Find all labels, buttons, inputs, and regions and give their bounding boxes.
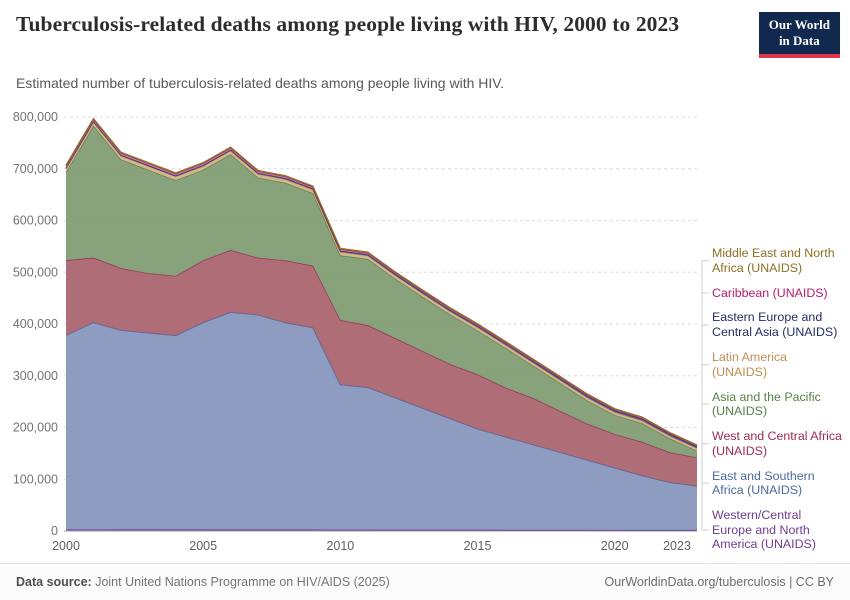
y-axis-tick-label: 800,000	[13, 110, 58, 124]
x-axis-tick-label: 2015	[464, 539, 492, 553]
area-series[interactable]	[66, 122, 697, 451]
legend-connector-anchor	[698, 530, 702, 531]
area-series[interactable]	[66, 312, 697, 531]
owid-logo-line2: in Data	[778, 33, 820, 49]
area-series[interactable]	[66, 250, 697, 487]
legend-item[interactable]: Caribbean (UNAIDS)	[712, 285, 828, 300]
legend-item[interactable]: Eastern Europe and Central Asia (UNAIDS)	[712, 310, 838, 340]
owid-logo[interactable]: Our World in Data	[758, 12, 840, 58]
y-axis-tick-label: 700,000	[13, 162, 58, 176]
area-series[interactable]	[66, 125, 697, 458]
legend-item[interactable]: Western/Central Europe and North America…	[712, 508, 816, 552]
y-axis-tick-label: 0	[51, 524, 58, 538]
area-series-edge	[65, 249, 698, 459]
y-axis-tick-label: 500,000	[13, 265, 58, 279]
x-axis-tick-label: 2000	[52, 539, 80, 553]
data-source-label: Data source:	[16, 575, 92, 589]
x-axis-tick-label: 2020	[601, 539, 629, 553]
x-axis-tick-label: 2023	[663, 539, 691, 553]
y-axis-tick-label: 100,000	[13, 472, 58, 486]
chart-legend: Middle East and North Africa (UNAIDS) Car…	[712, 246, 844, 552]
y-axis-tick-label: 600,000	[13, 214, 58, 228]
data-source-note: Data source: Joint United Nations Progra…	[16, 575, 390, 589]
owid-logo-line1: Our World	[768, 17, 830, 32]
legend-item[interactable]: Middle East and North Africa (UNAIDS)	[712, 246, 835, 275]
page-title: Tuberculosis-related deaths among people…	[16, 12, 680, 36]
area-series-edge	[65, 117, 698, 446]
chart-subtitle: Estimated number of tuberculosis-related…	[16, 75, 505, 91]
owid-link[interactable]: OurWorldinData.org/tuberculosis | CC BY	[604, 575, 835, 589]
legend-item[interactable]: Latin America (UNAIDS)	[712, 349, 788, 379]
x-axis-tick-label: 2005	[189, 539, 217, 553]
legend-item[interactable]: East and Southern Africa (UNAIDS)	[712, 468, 815, 498]
legend-item[interactable]: Asia and the Pacific (UNAIDS)	[712, 389, 821, 419]
area-series[interactable]	[66, 119, 697, 447]
chart-footer: Data source: Joint United Nations Progra…	[0, 563, 850, 600]
legend-item[interactable]: West and Central Africa (UNAIDS)	[712, 429, 842, 458]
data-source-text: Joint United Nations Programme on HIV/AI…	[91, 575, 390, 589]
y-axis-tick-label: 300,000	[13, 369, 58, 383]
area-series[interactable]	[66, 121, 697, 449]
x-axis-tick-label: 2010	[326, 539, 354, 553]
y-axis-tick-label: 400,000	[13, 317, 58, 331]
y-axis-tick-label: 200,000	[13, 421, 58, 435]
